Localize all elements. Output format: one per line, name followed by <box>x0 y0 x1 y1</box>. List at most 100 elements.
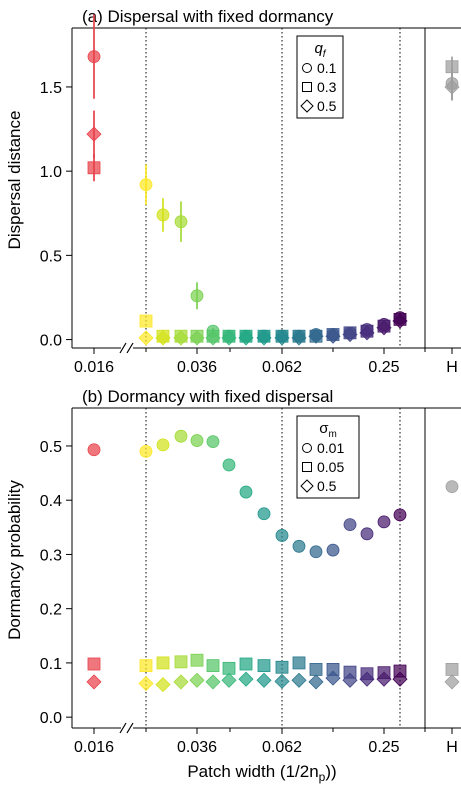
data-point-circle <box>292 539 306 553</box>
data-point-square <box>87 657 101 671</box>
data-point-diamond <box>173 330 189 346</box>
data-point-diamond <box>274 673 290 689</box>
panel-dormancy: (b) Dormancy with fixed dispersal Dorman… <box>5 387 461 756</box>
data-point-circle <box>206 435 220 449</box>
data-point-diamond <box>205 330 221 346</box>
x-axis-label-sub: p <box>319 770 326 784</box>
data-point-circle <box>174 429 188 443</box>
data-point-circle <box>156 438 170 452</box>
axis-break-mark <box>119 722 127 734</box>
x-tick-label: H <box>446 739 458 756</box>
y-tick-label: 1.0 <box>40 164 62 181</box>
data-point-diamond <box>308 328 324 344</box>
x-axis-label: Patch width (1/2np)) <box>187 762 336 784</box>
data-point-circle <box>275 529 289 542</box>
data-point-square <box>445 60 459 74</box>
data-point-diamond <box>291 330 307 346</box>
data-point-circle <box>87 443 101 457</box>
data-point-diamond <box>221 672 237 688</box>
y-tick-label: 0.5 <box>40 248 62 265</box>
data-point-square <box>445 663 459 676</box>
panel-dispersal: (a) Dispersal with fixed dormancy Disper… <box>5 7 461 376</box>
data-point-square <box>156 656 170 670</box>
data-point-square <box>174 655 188 669</box>
y-tick-label: 0.4 <box>40 493 62 510</box>
data-point-diamond <box>325 670 341 686</box>
data-point-circle <box>222 458 236 472</box>
data-point-circle <box>139 178 153 192</box>
axis-break-gap <box>121 725 133 732</box>
data-point-diamond <box>342 672 358 688</box>
data-point-square <box>222 661 236 675</box>
data-point-diamond <box>359 671 375 687</box>
data-point-circle <box>139 444 153 458</box>
data-point-circle <box>87 50 101 64</box>
data-point-diamond <box>238 330 254 346</box>
y-tick-label: 0.5 <box>40 439 62 456</box>
x-tick-label: 0.25 <box>368 739 399 756</box>
y-tick-label: 0.3 <box>40 547 62 564</box>
y-tick-label: 1.5 <box>40 80 62 97</box>
data-point-diamond <box>155 330 171 346</box>
x-tick-label: 0.016 <box>74 739 114 756</box>
data-point-diamond <box>86 674 102 690</box>
axis-break-mark <box>126 722 134 734</box>
panel-title: (a) Dispersal with fixed dormancy <box>82 7 334 26</box>
legend-label: 0.01 <box>317 440 344 456</box>
data-point-square <box>206 659 220 673</box>
legend-title: σm <box>319 420 337 440</box>
data-point-square <box>275 660 289 674</box>
legend-marker-diamond <box>300 99 314 113</box>
x-tick-label: 0.016 <box>74 359 114 376</box>
legend-label: 0.5 <box>317 98 337 114</box>
data-point-square <box>309 663 323 676</box>
axis-break-gap <box>121 345 133 352</box>
legend-marker-circle <box>302 63 312 73</box>
x-tick-label: H <box>446 359 458 376</box>
data-point-diamond <box>342 326 358 343</box>
y-tick-label: 0.2 <box>40 602 62 619</box>
data-point-diamond <box>205 674 221 690</box>
axis-break-mark <box>126 342 134 354</box>
y-tick-label: 0.0 <box>40 710 62 727</box>
data-point-diamond <box>392 313 408 329</box>
data-point-diamond <box>138 330 154 346</box>
data-point-square <box>139 314 153 328</box>
data-point-circle <box>190 434 204 447</box>
data-point-circle <box>257 507 271 521</box>
data-point-circle <box>239 485 253 499</box>
x-tick-label: 0.25 <box>368 359 399 376</box>
legend-title: qf <box>314 40 326 60</box>
data-point-diamond <box>392 671 408 687</box>
legend-label: 0.05 <box>317 459 344 475</box>
data-point-diamond <box>138 675 154 692</box>
legend-marker-circle <box>302 443 312 453</box>
legend-label: 0.3 <box>317 79 337 95</box>
data-point-square <box>292 656 306 670</box>
data-point-diamond <box>444 674 460 690</box>
data-point-circle <box>393 508 407 522</box>
data-point-square <box>139 659 153 673</box>
x-tick-label: 0.062 <box>262 739 302 756</box>
data-point-diamond <box>221 330 237 346</box>
data-point-diamond <box>155 677 171 693</box>
x-tick-label: 0.062 <box>262 359 302 376</box>
y-axis-label: Dispersal distance <box>5 111 24 250</box>
data-point-diamond <box>189 330 205 346</box>
data-point-diamond <box>376 320 392 336</box>
data-point-diamond <box>376 671 392 687</box>
data-point-diamond <box>86 126 102 142</box>
data-point-diamond <box>291 672 307 688</box>
axis-break-mark <box>119 342 127 354</box>
x-axis-label-close: )) <box>325 762 336 781</box>
data-point-circle <box>326 543 340 557</box>
data-point-diamond <box>325 328 341 344</box>
y-tick-label: 0.0 <box>40 333 62 350</box>
data-point-square <box>257 659 271 673</box>
data-point-diamond <box>359 325 375 341</box>
x-tick-label: 0.036 <box>177 359 217 376</box>
data-point-circle <box>174 215 188 229</box>
data-point-diamond <box>274 330 290 346</box>
legend-label: 0.5 <box>317 478 337 494</box>
